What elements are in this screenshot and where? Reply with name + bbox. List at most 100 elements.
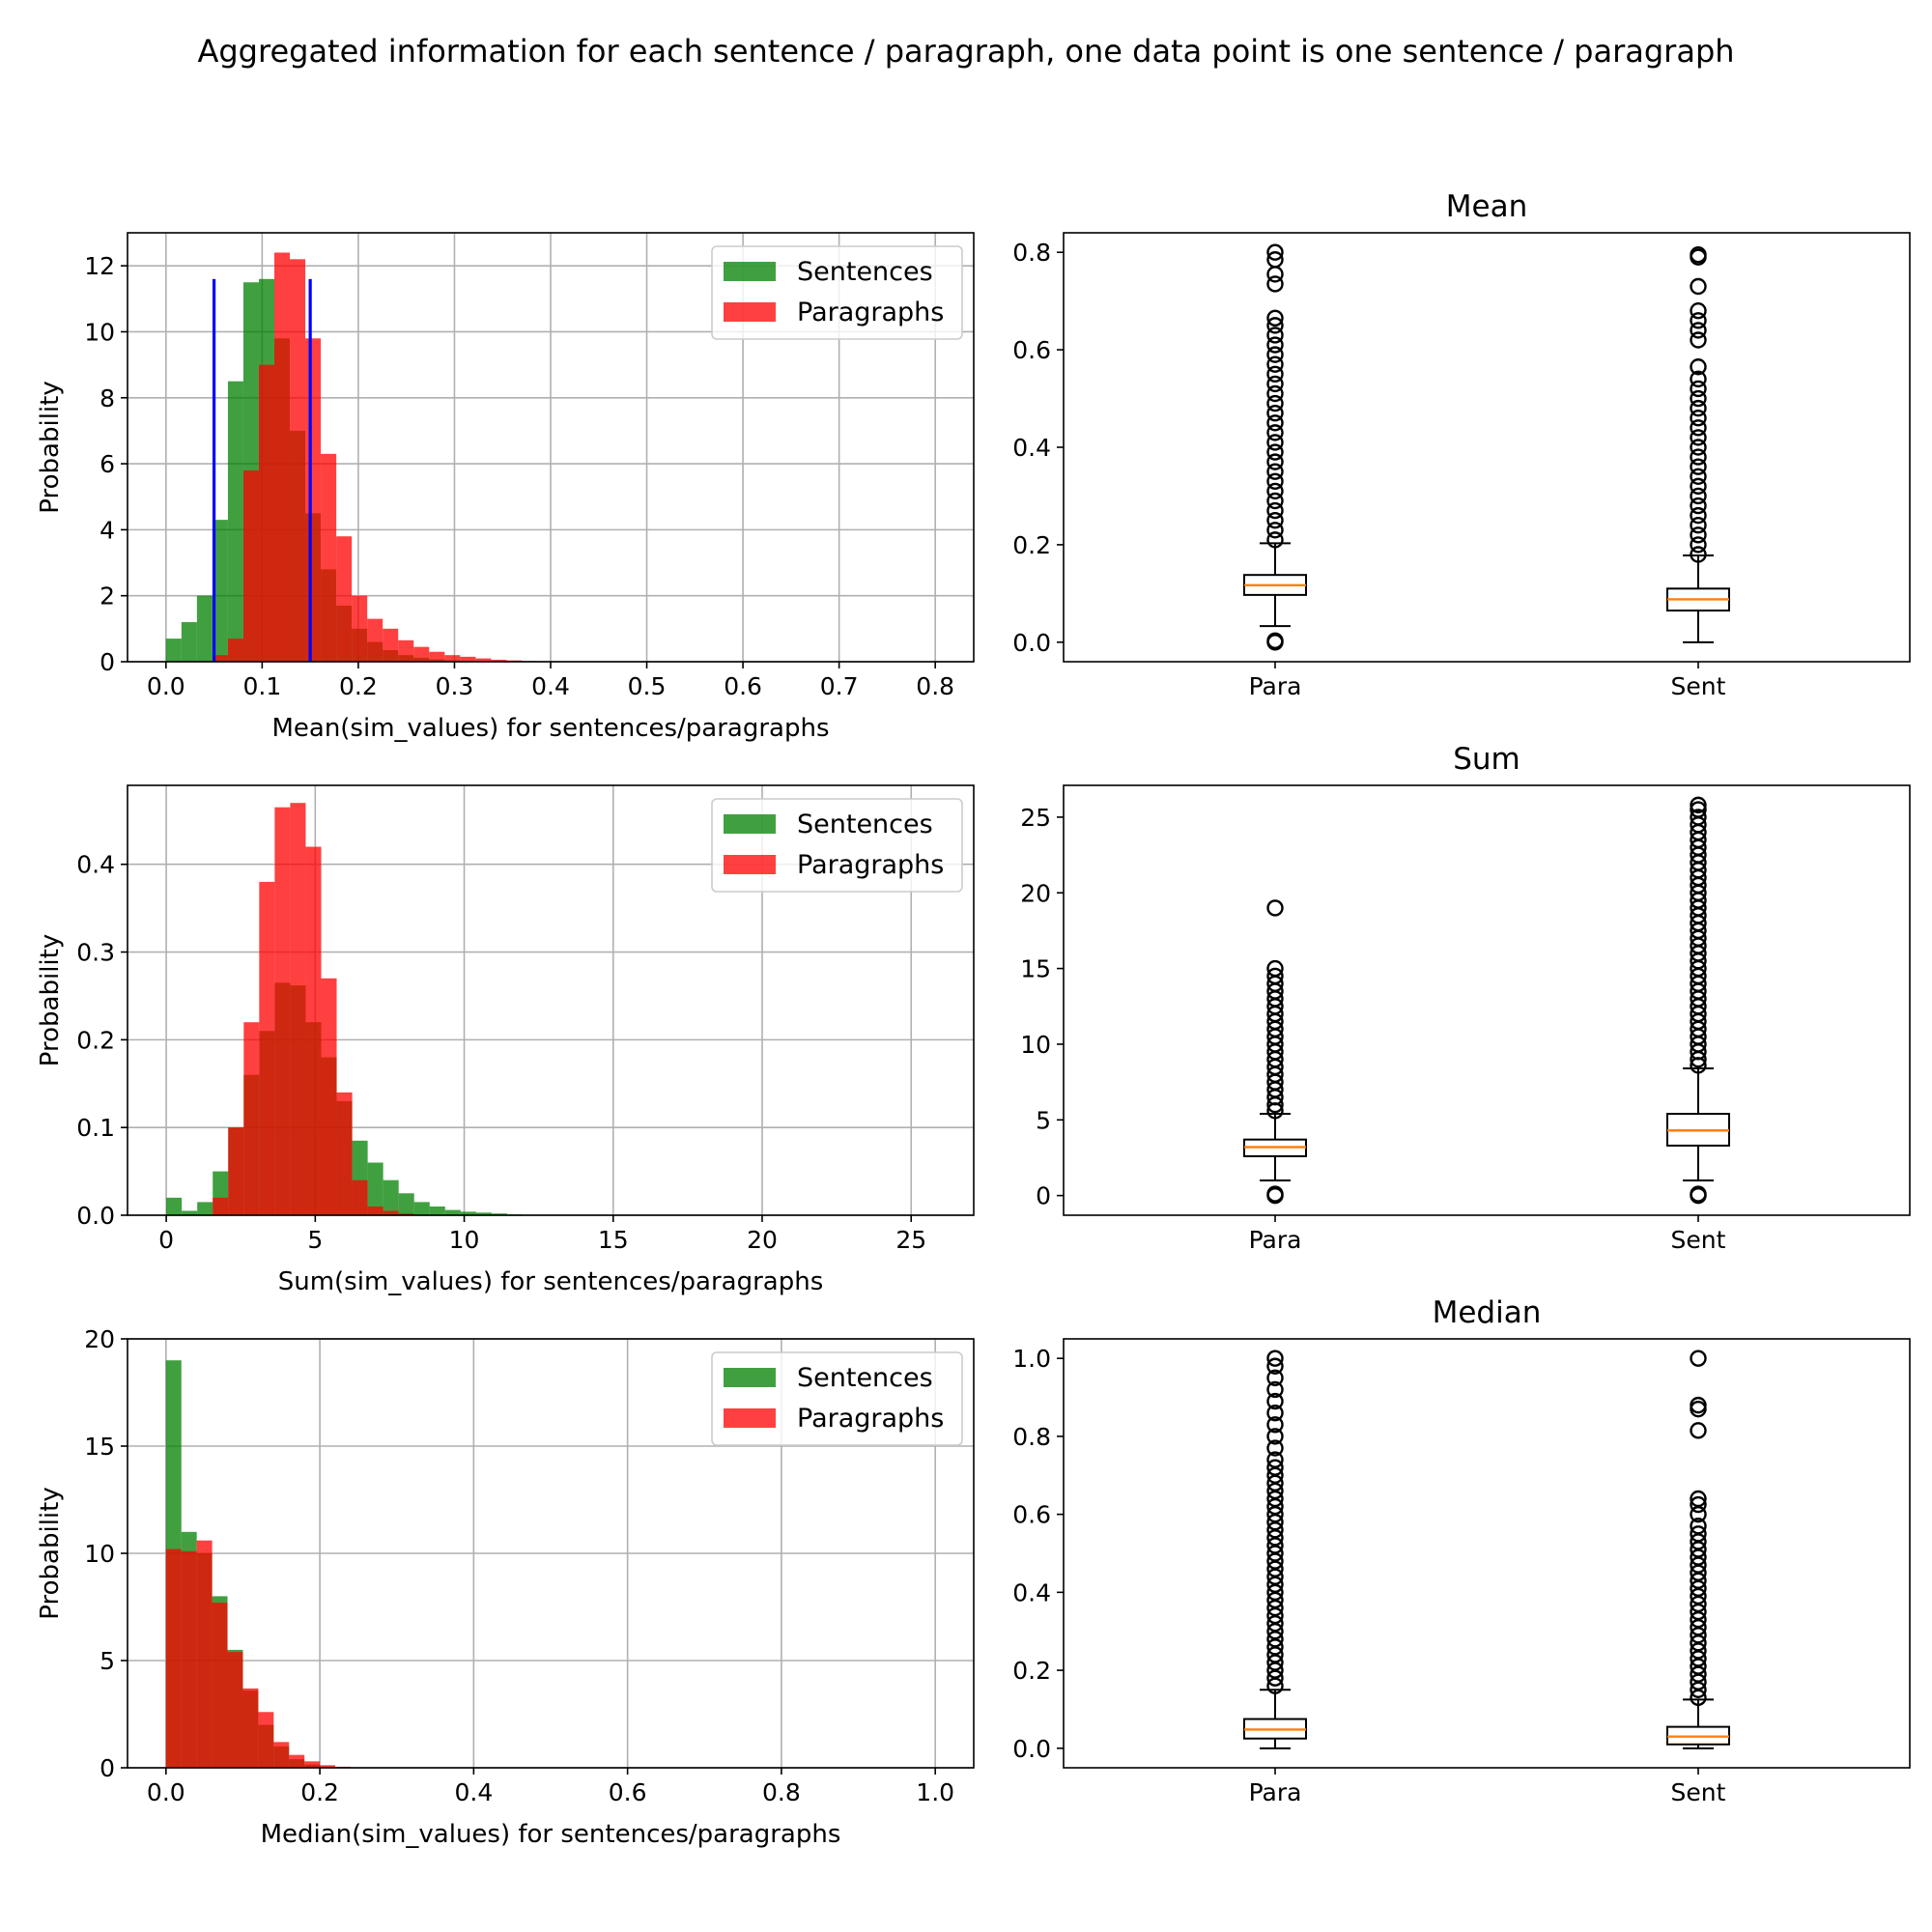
axes-frame [127, 784, 975, 1216]
outlier-point [1690, 506, 1707, 525]
outlier-point [1690, 448, 1707, 466]
histogram-bar-paragraphs [212, 655, 228, 662]
y-tick-label: 12 [84, 252, 115, 280]
histogram-bar-paragraphs [305, 846, 322, 1215]
histogram-bar-sentences [367, 1162, 384, 1215]
histogram-bar-sentences [227, 381, 243, 662]
x-tick-label: Sent [1671, 1226, 1726, 1254]
legend-label-sentences: Sentences [797, 257, 933, 287]
outlier-point [1690, 1518, 1707, 1535]
axes-frame [1063, 1338, 1911, 1769]
y-tick-label: 1.0 [1012, 1345, 1051, 1373]
x-tick-label: 0 [158, 1226, 174, 1254]
histogram-bar-paragraphs [336, 1092, 353, 1215]
legend-label-paragraphs: Paragraphs [797, 298, 944, 327]
outlier-point [1266, 365, 1284, 384]
histogram-bar-paragraphs [475, 658, 492, 662]
outlier-point [1690, 809, 1707, 826]
outlier-point [1266, 492, 1284, 510]
histogram-bar-paragraphs [213, 1197, 229, 1215]
histogram-bar-paragraphs [398, 639, 414, 662]
histogram-bar-paragraphs [352, 1179, 368, 1215]
legend-label-sentences: Sentences [797, 1363, 933, 1393]
y-tick-label: 0.4 [76, 851, 115, 879]
histogram-bar-paragraphs [289, 1754, 305, 1768]
y-tick-label: 0.8 [1012, 1423, 1051, 1451]
outlier-point [1266, 1459, 1284, 1476]
x-tick-label: 0.2 [339, 672, 378, 700]
axes-frame [1063, 784, 1911, 1216]
histogram-bar-sentences [413, 1202, 430, 1215]
x-tick-label: 0.4 [531, 672, 570, 700]
outlier-point [1266, 327, 1284, 344]
y-tick-label: 0.2 [1012, 531, 1051, 559]
histogram-bar-paragraphs [398, 1213, 414, 1215]
outlier-point [1266, 355, 1284, 373]
outlier-point [1690, 801, 1707, 818]
outlier-point [1266, 1416, 1284, 1434]
y-tick-label: 0.2 [76, 1026, 115, 1054]
outlier-point [1690, 1350, 1707, 1367]
outlier-point [1690, 458, 1707, 475]
histogram-bar-sentences [475, 1212, 492, 1215]
histogram-bar-paragraphs [383, 1210, 399, 1215]
histogram-bar-paragraphs [429, 651, 445, 662]
x-tick-label: 1.0 [916, 1778, 954, 1806]
x-tick-label: 0.7 [820, 672, 859, 700]
y-axis-label: Probability [36, 934, 65, 1066]
histogram-bar-sentences [429, 1206, 445, 1215]
y-tick-label: 0.1 [76, 1114, 115, 1142]
outlier-point [1266, 1369, 1284, 1387]
outlier-point [1266, 959, 1284, 978]
y-tick-label: 0 [99, 1754, 115, 1782]
outlier-point [1690, 246, 1707, 264]
outlier-point [1266, 309, 1284, 327]
x-tick-label: 0.3 [436, 672, 474, 700]
outlier-point [1266, 899, 1284, 917]
x-tick-label: 0.5 [628, 672, 667, 700]
outlier-point [1690, 497, 1707, 515]
histogram-bar-paragraphs [290, 803, 306, 1215]
outlier-point [1690, 331, 1707, 349]
outlier-point [1690, 380, 1707, 398]
outlier-point [1266, 501, 1284, 520]
outlier-point [1690, 546, 1707, 563]
outlier-point [1690, 477, 1707, 496]
box-median-chart: Median Para Sent 0.0 0.2 0.4 0.6 0.8 1.0 [1012, 1295, 1911, 1806]
outlier-point [1690, 410, 1707, 427]
y-axis-label: Probability [36, 381, 65, 513]
x-tick-label: 0.1 [242, 672, 281, 700]
histogram-bar-paragraphs [259, 881, 275, 1215]
outlier-point [1266, 472, 1284, 491]
y-tick-label: 20 [84, 1325, 115, 1353]
y-tick-label: 0.4 [1012, 434, 1051, 462]
hist-mean-chart: 0.0 0.1 0.2 0.3 0.4 0.5 0.6 0.7 0.8 0 2 4 6 8 10 12 Mean… [36, 232, 975, 743]
y-tick-label: 8 [99, 384, 115, 412]
x-tick-label: 15 [598, 1226, 629, 1254]
outlier-point [1266, 336, 1284, 354]
y-tick-label: 0.6 [1012, 336, 1051, 364]
histogram-bar-paragraphs [336, 536, 353, 662]
x-tick-label: 0.4 [454, 1778, 493, 1806]
histogram-bar-paragraphs [290, 259, 306, 662]
y-tick-label: 0.0 [76, 1202, 115, 1230]
histogram-bar-paragraphs [227, 1652, 243, 1768]
outlier-point [1266, 463, 1284, 480]
y-tick-label: 10 [1020, 1031, 1051, 1059]
histogram-bar-paragraphs [243, 1022, 260, 1215]
legend-swatch-sentences [724, 814, 776, 834]
legend-swatch-sentences [724, 1368, 776, 1387]
outlier-point [1266, 243, 1284, 261]
outlier-point [1690, 1396, 1707, 1414]
outlier-point [1266, 453, 1284, 470]
outlier-point [1690, 358, 1707, 376]
legend-swatch-paragraphs [724, 302, 776, 322]
histogram-bar-paragraphs [181, 1550, 197, 1768]
histogram-bar-paragraphs [227, 639, 243, 662]
x-tick-label: 0.0 [147, 1778, 185, 1806]
y-tick-label: 15 [84, 1433, 115, 1461]
x-axis-label: Median(sim_values) for sentences/paragra… [261, 1820, 841, 1849]
outlier-point [1266, 251, 1284, 269]
histogram-bar-paragraphs [242, 469, 259, 662]
